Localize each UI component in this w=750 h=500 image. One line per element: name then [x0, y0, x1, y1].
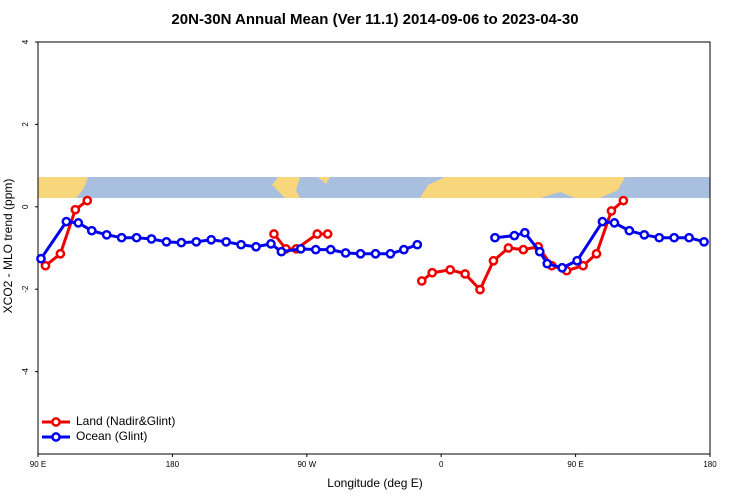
point	[684, 232, 694, 243]
map-strip	[38, 177, 710, 198]
point	[101, 229, 112, 240]
y-tick-label: 2	[21, 122, 30, 127]
point	[591, 248, 602, 259]
x-tick-label: 90 W	[297, 460, 316, 469]
point	[624, 225, 635, 236]
point	[206, 234, 217, 245]
y-tick-label: -2	[21, 285, 30, 293]
point	[40, 260, 51, 271]
point	[322, 229, 333, 239]
legend-marker	[51, 417, 61, 427]
legend-marker	[51, 432, 61, 442]
point	[518, 244, 529, 255]
y-tick-label: 4	[21, 39, 30, 44]
point	[412, 239, 423, 250]
point	[488, 255, 499, 266]
point	[131, 232, 142, 243]
y-tick-label: -4	[21, 367, 30, 375]
x-tick-label: 180	[166, 460, 180, 469]
point	[266, 239, 276, 249]
point	[55, 248, 66, 259]
y-tick-label: 0	[21, 204, 30, 209]
point	[312, 229, 323, 239]
point	[73, 218, 84, 228]
point	[36, 253, 46, 264]
point	[399, 244, 409, 255]
legend-label: Land (Nadir&Glint)	[76, 414, 175, 428]
point	[70, 204, 81, 215]
point	[475, 284, 485, 295]
point	[503, 243, 514, 253]
point	[295, 243, 306, 254]
point	[236, 239, 246, 250]
x-tick-label: 180	[703, 460, 717, 469]
point	[699, 236, 709, 247]
point	[519, 227, 530, 238]
point	[251, 241, 261, 252]
point	[221, 236, 232, 247]
plot-frame	[37, 41, 711, 455]
point	[276, 246, 287, 257]
point	[445, 264, 456, 275]
point	[86, 225, 97, 236]
point	[597, 216, 608, 227]
x-tick-label: 0	[439, 460, 444, 469]
point	[325, 244, 336, 255]
point	[606, 206, 617, 216]
point	[161, 236, 172, 247]
point	[509, 230, 520, 241]
point	[370, 248, 381, 259]
point	[310, 244, 321, 255]
point	[82, 195, 93, 206]
point	[355, 248, 366, 259]
point	[460, 269, 470, 279]
point	[557, 262, 568, 273]
chart-title: 20N-30N Annual Mean (Ver 11.1) 2014-09-0…	[171, 11, 578, 28]
x-tick-label: 90 E	[567, 460, 583, 469]
point	[340, 248, 351, 258]
point	[427, 267, 438, 278]
point	[542, 258, 553, 269]
point	[618, 195, 629, 206]
point	[269, 229, 279, 239]
legend-label: Ocean (Glint)	[76, 429, 147, 443]
point	[669, 232, 680, 243]
point	[416, 276, 427, 286]
x-tick-label: 90 E	[30, 460, 46, 469]
point	[572, 255, 582, 266]
point	[61, 216, 72, 227]
point	[639, 229, 650, 240]
point	[191, 236, 202, 247]
x-axis-label: Longitude (deg E)	[327, 476, 422, 490]
point	[534, 246, 545, 257]
point	[654, 232, 665, 243]
point	[609, 218, 620, 228]
point	[176, 237, 187, 248]
point	[146, 234, 157, 244]
y-axis-label: XCO2 - MLO trend (ppm)	[1, 179, 15, 314]
point	[116, 232, 127, 243]
point	[578, 260, 588, 271]
point	[490, 232, 500, 243]
point	[385, 248, 396, 259]
